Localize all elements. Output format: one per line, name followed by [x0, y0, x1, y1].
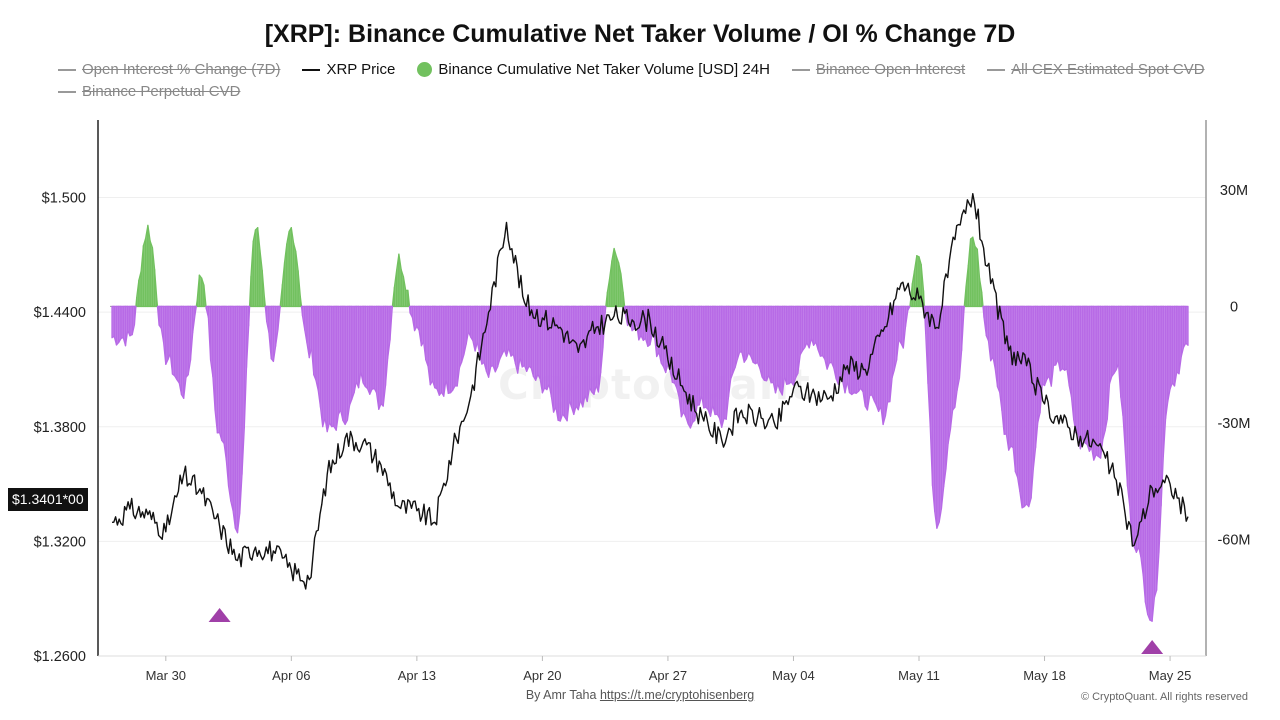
- annotation-triangle: [208, 608, 231, 622]
- volume-segment-positive: [299, 295, 303, 308]
- right-tick-label: -60M: [1217, 532, 1250, 548]
- volume-segment-negative: [604, 305, 607, 314]
- chart-legend: Open Interest % Change (7D) XRP Price Bina…: [58, 60, 1238, 101]
- left-tick-label: $1.500: [42, 191, 86, 207]
- legend-label: XRP Price: [326, 61, 396, 78]
- volume-segment-positive: [922, 290, 925, 308]
- legend-label: Binance Perpetual CVD: [82, 83, 241, 100]
- x-tick-label: May 11: [898, 668, 940, 683]
- volume-segment-positive: [981, 291, 984, 308]
- left-tick-label: $1.3200: [34, 534, 86, 550]
- footer-copyright: © CryptoQuant. All rights reserved: [1080, 691, 1248, 703]
- volume-segment-negative: [1185, 305, 1189, 346]
- x-tick-label: Apr 13: [398, 668, 436, 683]
- volume-segment-positive: [263, 296, 266, 308]
- legend-item[interactable]: Binance Perpetual CVD: [58, 82, 240, 101]
- volume-segment-positive: [203, 284, 207, 308]
- legend-swatch: [58, 90, 76, 93]
- volume-segment-positive: [622, 291, 626, 308]
- x-tick-label: May 04: [772, 668, 815, 683]
- volume-segment-positive: [407, 289, 411, 308]
- volume-segment-negative: [248, 305, 251, 327]
- legend-label: Binance Open Interest: [815, 61, 966, 78]
- x-tick-label: Mar 30: [146, 668, 186, 683]
- legend-swatch: [302, 68, 321, 71]
- left-tick-label: $1.2600: [34, 649, 86, 665]
- legend-swatch: [791, 68, 810, 71]
- footer-author-name: By Amr Taha: [525, 688, 597, 702]
- legend-swatch: [58, 68, 76, 71]
- x-tick-label: May 25: [1149, 668, 1192, 683]
- net-taker-volume-area: [111, 224, 1189, 622]
- volume-segment-negative: [277, 305, 281, 331]
- volume-segment-negative: [389, 305, 393, 341]
- legend-label: All CEX Estimated Spot CVD: [1011, 61, 1205, 78]
- x-tick-label: Apr 06: [272, 668, 310, 683]
- volume-segment-negative: [907, 305, 911, 312]
- legend-label: Binance Cumulative Net Taker Volume [USD…: [438, 61, 770, 78]
- right-tick-label: 30M: [1220, 183, 1248, 199]
- legend-swatch: [987, 68, 1006, 71]
- annotation-triangle: [1141, 640, 1164, 654]
- volume-segment-negative: [960, 305, 965, 352]
- volume-negative-segments: [111, 305, 1189, 622]
- gridlines: [98, 197, 1206, 657]
- legend-item[interactable]: Binance Cumulative Net Taker Volume [USD…: [417, 60, 770, 79]
- x-tick-label: Apr 20: [523, 668, 561, 683]
- current-price-label: $1.3401*00: [8, 488, 88, 511]
- volume-segment-negative: [194, 305, 197, 317]
- right-tick-label: 0: [1230, 299, 1238, 315]
- volume-positive-segments: [135, 224, 984, 308]
- x-tick-label: Apr 27: [649, 668, 687, 683]
- legend-item[interactable]: XRP Price: [302, 60, 395, 79]
- volume-segment-positive: [156, 298, 159, 308]
- x-tick-label: May 18: [1023, 668, 1066, 683]
- legend-item[interactable]: Binance Open Interest: [791, 60, 966, 79]
- footer-author: By Amr Taha https://t.me/cryptohisenberg: [0, 688, 1280, 702]
- volume-segment-negative: [133, 305, 137, 326]
- left-tick-label: $1.3800: [34, 420, 86, 436]
- legend-swatch: [417, 62, 433, 77]
- volume-segment-negative: [963, 305, 965, 314]
- legend-item[interactable]: Open Interest % Change (7D): [58, 60, 280, 79]
- footer-author-link[interactable]: https://t.me/cryptohisenberg: [599, 688, 755, 702]
- legend-item[interactable]: All CEX Estimated Spot CVD: [987, 60, 1205, 79]
- left-tick-label: $1.4400: [34, 305, 86, 321]
- legend-label: Open Interest % Change (7D): [82, 61, 281, 78]
- chart-title: [XRP]: Binance Cumulative Net Taker Volu…: [264, 20, 1016, 48]
- right-tick-label: -30M: [1217, 416, 1250, 432]
- xrp-price-line: [111, 193, 1189, 590]
